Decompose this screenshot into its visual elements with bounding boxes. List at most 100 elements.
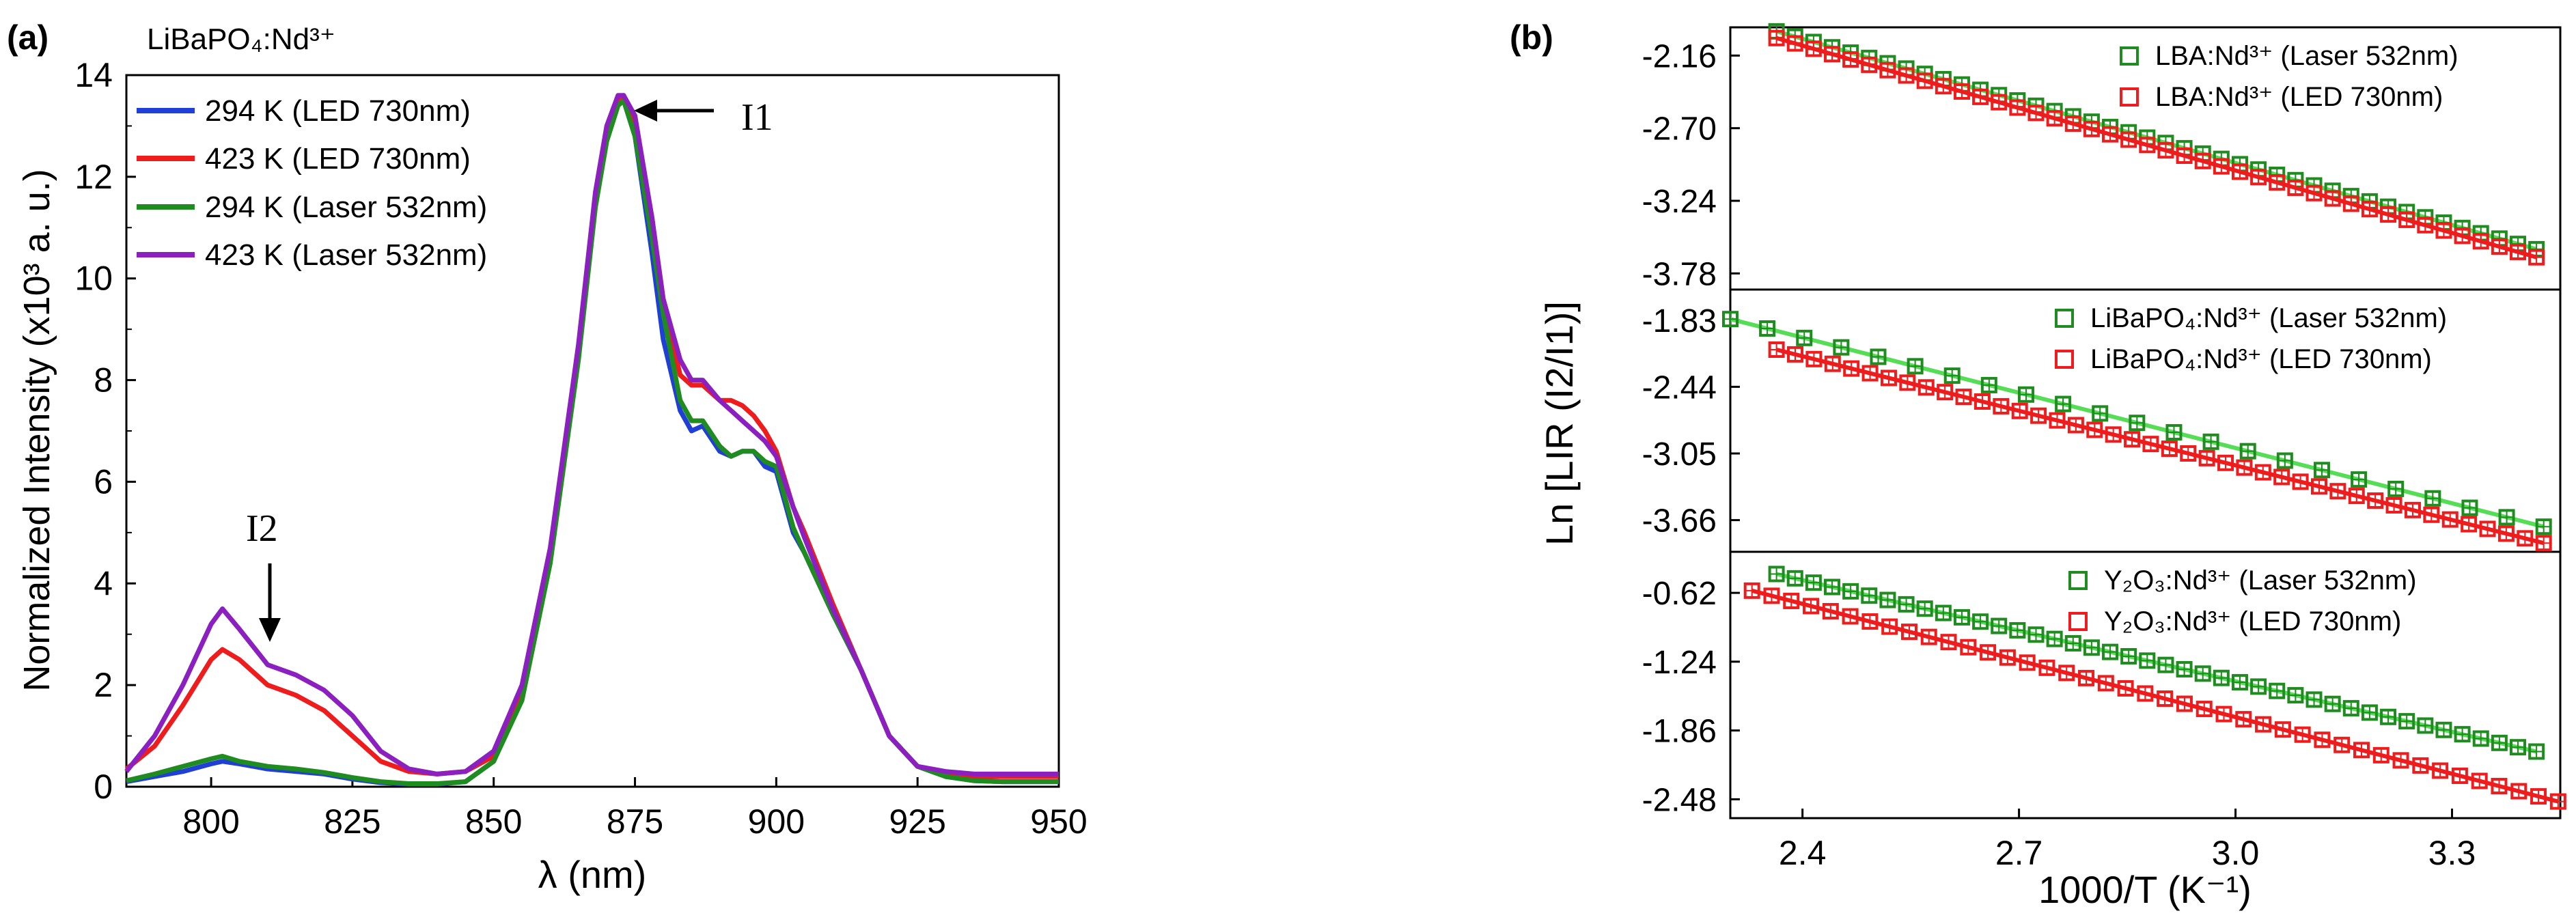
data-point xyxy=(1768,29,1785,46)
data-point xyxy=(1861,365,1879,382)
data-point xyxy=(2435,721,2452,738)
data-point xyxy=(2092,405,2109,422)
legend-marker-lba-led xyxy=(2120,87,2139,107)
data-point xyxy=(2471,772,2488,789)
b-y-tick-label: -1.86 xyxy=(1642,714,1717,750)
data-point xyxy=(1943,367,1961,384)
a-x-tick-label: 875 xyxy=(607,802,663,841)
data-point xyxy=(2078,669,2095,686)
data-point xyxy=(2412,757,2429,774)
panel-b-y-axis-label: Ln [LIR (I2/I1)] xyxy=(1538,301,1581,546)
panel-b-legend-middle: LiBaPO₄:Nd³⁺ (Laser 532nm) LiBaPO₄:Nd³⁺ … xyxy=(2055,303,2447,374)
data-point xyxy=(2202,433,2219,450)
data-point xyxy=(2236,459,2253,476)
data-point xyxy=(2030,407,2047,424)
data-point xyxy=(2049,412,2066,429)
data-point xyxy=(1824,578,1841,596)
data-point xyxy=(2102,126,2119,143)
data-point xyxy=(1861,56,1878,73)
a-y-tick-label: 10 xyxy=(74,260,113,298)
data-point xyxy=(2294,726,2311,743)
data-point xyxy=(2497,525,2515,542)
data-point xyxy=(2398,211,2415,228)
data-point xyxy=(2255,716,2272,733)
data-point xyxy=(2235,711,2252,728)
data-point xyxy=(1768,341,1785,358)
data-point xyxy=(2491,778,2508,795)
data-point xyxy=(1796,329,1813,346)
data-point xyxy=(2176,147,2193,164)
data-point xyxy=(2424,490,2441,507)
legend-label-294k-laser: 294 K (Laser 532nm) xyxy=(205,191,487,224)
data-point xyxy=(2213,669,2230,686)
data-point xyxy=(2387,480,2405,497)
data-point xyxy=(1953,83,1970,100)
data-point xyxy=(2027,104,2045,122)
data-point xyxy=(2314,731,2331,748)
data-point xyxy=(2180,445,2197,462)
data-point xyxy=(1900,624,1917,641)
legend-label-423k-laser: 423 K (Laser 532nm) xyxy=(205,238,487,272)
data-point xyxy=(2351,471,2368,488)
data-point xyxy=(2472,233,2489,250)
data-point xyxy=(2139,137,2156,154)
data-point xyxy=(2064,115,2081,132)
data-point xyxy=(1980,376,1997,393)
data-point xyxy=(1972,88,1989,105)
data-point xyxy=(2454,726,2471,743)
data-point xyxy=(1763,587,1780,604)
data-point xyxy=(1743,582,1760,599)
data-point xyxy=(2009,621,2026,639)
legend-marker-libapo4-led xyxy=(2055,350,2074,369)
data-point xyxy=(2019,654,2036,671)
data-point xyxy=(2528,249,2545,266)
a-y-tick-label: 2 xyxy=(94,666,113,704)
data-point xyxy=(2129,415,2146,432)
data-point xyxy=(2038,659,2055,676)
data-point xyxy=(2083,639,2100,656)
data-point xyxy=(1898,67,1915,84)
data-point xyxy=(2176,695,2193,712)
data-point xyxy=(2102,643,2119,660)
data-point xyxy=(2380,206,2397,223)
b-y-tick-label: -3.24 xyxy=(1642,184,1717,220)
data-point xyxy=(2367,492,2384,509)
b-x-tick-label: 2.4 xyxy=(1779,834,1827,872)
data-point xyxy=(2194,152,2211,169)
data-point xyxy=(1980,644,1997,661)
data-point xyxy=(2510,739,2527,756)
data-point xyxy=(1843,360,1860,377)
data-point xyxy=(2120,647,2137,664)
data-point xyxy=(1960,639,1977,656)
data-point xyxy=(2310,478,2327,495)
data-point xyxy=(1935,604,1952,621)
data-point xyxy=(1993,397,2010,415)
data-point xyxy=(1759,320,1776,337)
data-point xyxy=(2517,530,2534,547)
a-x-tick-label: 925 xyxy=(889,802,945,841)
panel-a-x-axis-label: λ (nm) xyxy=(538,853,647,896)
legend-marker-lba-laser xyxy=(2120,46,2139,66)
a-y-tick-label: 14 xyxy=(74,56,113,94)
data-point xyxy=(1955,389,1972,406)
b-y-tick-label: -3.05 xyxy=(1642,436,1717,473)
data-point xyxy=(2176,661,2193,678)
panel-a-legend: 294 K (LED 730nm) 423 K (LED 730nm) 294 … xyxy=(137,94,487,272)
data-point xyxy=(2461,516,2478,533)
data-point xyxy=(2510,783,2527,800)
panel-b-data-points xyxy=(1722,23,2566,810)
data-point xyxy=(2361,704,2378,721)
data-point xyxy=(2535,518,2552,535)
legend-marker-y2o3-laser xyxy=(2068,571,2088,590)
data-point xyxy=(2055,395,2072,412)
legend-label-lba-laser: LBA:Nd³⁺ (Laser 532nm) xyxy=(2155,41,2459,71)
data-point xyxy=(2491,734,2508,751)
b-y-tick-label: -0.62 xyxy=(1642,576,1717,612)
data-point xyxy=(1935,78,1952,95)
data-point xyxy=(2333,736,2351,753)
data-point xyxy=(2046,110,2063,127)
data-point xyxy=(1805,574,1822,591)
panel-a-y-axis-label: Normalized Intensity (x10³ a. u.) xyxy=(16,169,57,691)
data-point xyxy=(2027,626,2045,643)
data-point xyxy=(1899,374,1916,391)
